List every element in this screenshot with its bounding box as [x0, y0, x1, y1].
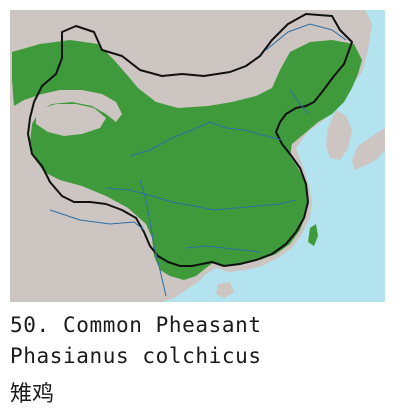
liao-river	[289, 89, 309, 115]
species-scientific-name: Phasianus colchicus	[10, 344, 262, 368]
species-chinese-name: 雉鸡	[10, 382, 55, 407]
korean-peninsula	[326, 110, 352, 160]
yangtze-river	[105, 187, 297, 211]
hainan-island	[216, 282, 234, 298]
species-range-area	[12, 40, 362, 280]
taiwan-island	[308, 224, 318, 246]
mekong-river	[139, 179, 167, 297]
yellow-river	[129, 121, 283, 157]
amur-river	[265, 23, 347, 51]
brahmaputra-river	[49, 209, 145, 231]
pearl-river	[185, 245, 261, 253]
map-svg	[10, 10, 385, 302]
japan-islands	[352, 128, 385, 170]
taklamakan-basin	[36, 104, 106, 136]
country-border	[27, 13, 353, 267]
range-map	[10, 10, 385, 302]
species-number-common-name: 50. Common Pheasant	[10, 313, 262, 337]
mongolian-plateau	[120, 46, 276, 102]
